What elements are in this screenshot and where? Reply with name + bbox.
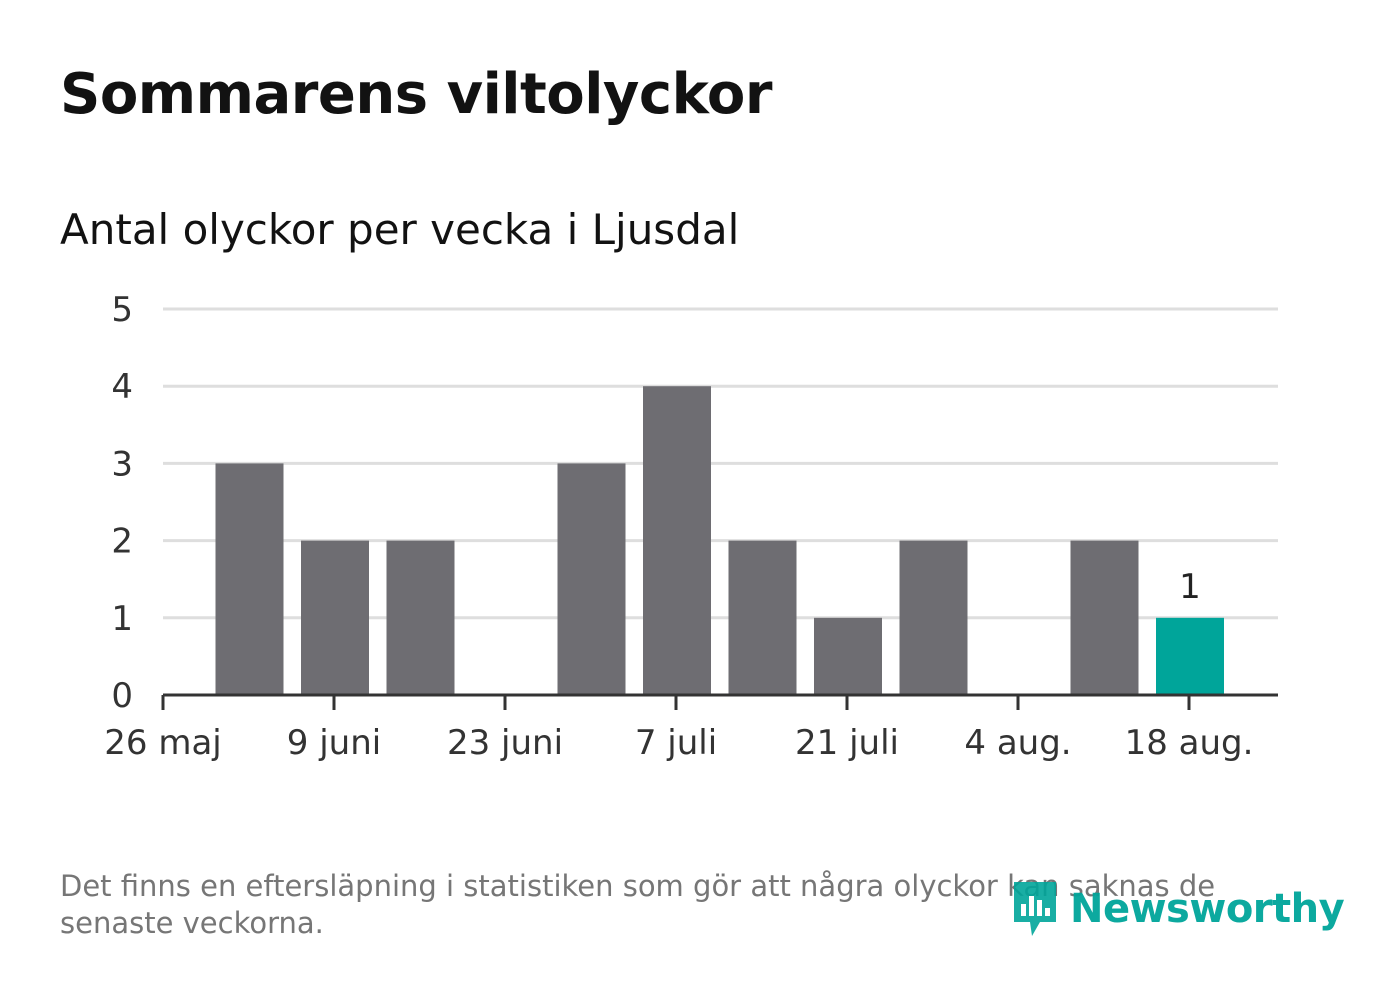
bar-v22 — [215, 463, 284, 695]
y-tick-labels: 0 1 2 3 4 5 — [111, 290, 133, 716]
x-tick-label: 4 aug. — [964, 723, 1071, 763]
y-tick-label: 2 — [111, 522, 133, 562]
x-tick-labels: 26 maj 9 juni 23 juni 7 juli 21 juli 4 aug. 18… — [104, 723, 1253, 763]
bar-v29 — [814, 617, 882, 695]
x-tick-label: 18 aug. — [1125, 723, 1254, 763]
bar-v33 — [1156, 617, 1224, 695]
x-axis — [161, 693, 1278, 710]
newsworthy-logo-text: Newsworthy — [1070, 886, 1345, 932]
bar-v27 — [643, 386, 711, 695]
x-tick-label: 26 maj — [104, 723, 221, 763]
chart-subtitle: Antal olyckor per vecka i Ljusdal — [60, 205, 740, 254]
newsworthy-logo-icon — [1014, 882, 1056, 936]
y-tick-label: 0 — [111, 676, 133, 716]
bar-v30 — [899, 540, 968, 695]
y-tick-label: 1 — [111, 599, 133, 639]
bar-v23 — [301, 540, 369, 695]
highlight-data-label: 1 — [1179, 567, 1201, 607]
x-tick-label: 7 juli — [635, 723, 717, 763]
bars — [215, 386, 1224, 695]
data-labels: 1 — [1179, 567, 1201, 607]
bar-v32 — [1070, 540, 1139, 695]
y-tick-label: 4 — [111, 367, 133, 407]
bar-v24 — [386, 540, 455, 695]
y-tick-label: 3 — [111, 444, 133, 484]
x-tick-label: 23 juni — [447, 723, 563, 763]
bar-v26 — [557, 463, 626, 695]
newsworthy-logo: Newsworthy — [1010, 878, 1345, 940]
chart-title: Sommarens viltolyckor — [60, 62, 772, 127]
x-tick-label: 9 juni — [287, 723, 381, 763]
x-tick-label: 21 juli — [795, 723, 899, 763]
y-tick-label: 5 — [111, 290, 133, 330]
bar-v28 — [728, 540, 797, 695]
